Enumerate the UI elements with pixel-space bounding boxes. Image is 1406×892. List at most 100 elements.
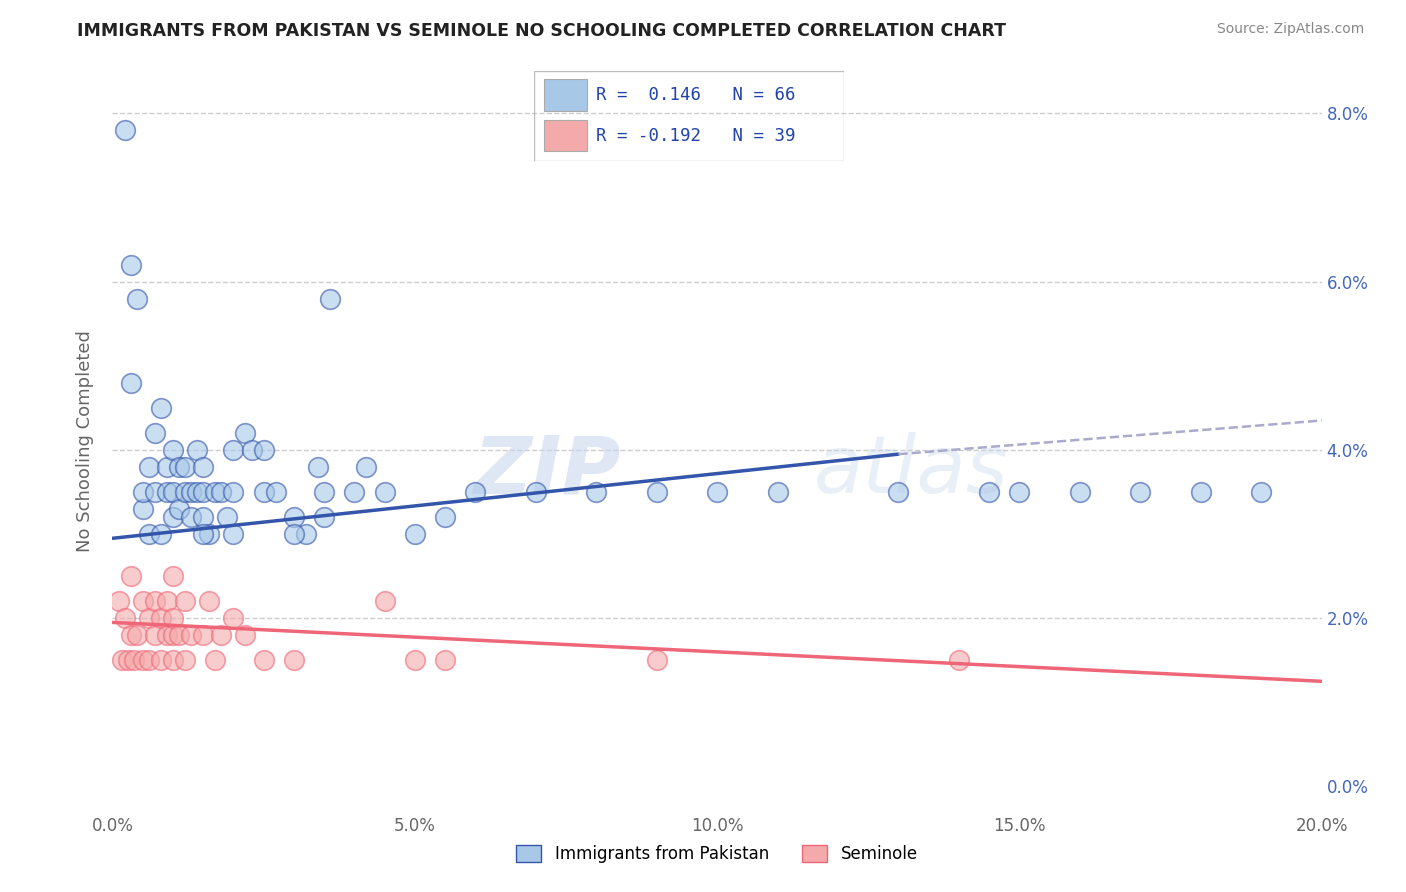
Text: R =  0.146   N = 66: R = 0.146 N = 66 (596, 87, 796, 104)
Point (356, 459, 378, 474)
Point (240, 442, 263, 457)
Text: atlas: atlas (814, 432, 1008, 510)
Point (162, 569, 184, 583)
Point (222, 442, 245, 457)
Point (162, 485, 184, 500)
Point (149, 611, 172, 625)
Point (253, 485, 276, 500)
Text: IMMIGRANTS FROM PAKISTAN VS SEMINOLE NO SCHOOLING COMPLETED CORRELATION CHART: IMMIGRANTS FROM PAKISTAN VS SEMINOLE NO … (77, 22, 1007, 40)
Point (162, 611, 184, 625)
Point (253, 442, 276, 457)
Point (180, 485, 202, 500)
Point (143, 426, 166, 441)
Point (374, 485, 396, 500)
Point (149, 401, 172, 415)
Point (138, 653, 160, 667)
Point (235, 628, 257, 642)
Point (186, 485, 208, 500)
Point (167, 628, 190, 642)
Point (174, 594, 197, 608)
Point (307, 459, 329, 474)
Point (209, 628, 232, 642)
Point (524, 485, 547, 500)
Point (585, 485, 607, 500)
Point (174, 653, 197, 667)
Point (143, 628, 166, 642)
Point (1189, 485, 1212, 500)
Point (149, 653, 172, 667)
Point (180, 628, 202, 642)
FancyBboxPatch shape (544, 79, 586, 111)
Point (162, 510, 184, 524)
Point (125, 292, 148, 306)
FancyBboxPatch shape (544, 120, 586, 151)
Point (120, 628, 142, 642)
Legend: Immigrants from Pakistan, Seminole: Immigrants from Pakistan, Seminole (510, 838, 924, 870)
Point (404, 653, 426, 667)
Point (204, 485, 226, 500)
Point (217, 510, 239, 524)
Point (167, 501, 190, 516)
Point (117, 653, 139, 667)
Point (198, 594, 221, 608)
Point (114, 123, 136, 137)
Point (191, 459, 215, 474)
Point (138, 611, 160, 625)
Point (948, 653, 970, 667)
Point (120, 376, 142, 390)
Point (706, 485, 728, 500)
Point (120, 258, 142, 272)
Point (464, 485, 486, 500)
Point (1069, 485, 1091, 500)
Point (1129, 485, 1152, 500)
Point (174, 459, 197, 474)
Point (110, 653, 132, 667)
Point (235, 426, 257, 441)
Point (191, 628, 215, 642)
Point (979, 485, 1001, 500)
Point (149, 527, 172, 541)
Point (156, 459, 179, 474)
Point (122, 653, 145, 667)
Point (156, 628, 179, 642)
Point (434, 653, 457, 667)
Point (162, 628, 184, 642)
Point (191, 510, 215, 524)
Point (132, 653, 155, 667)
Point (156, 485, 179, 500)
Point (222, 485, 245, 500)
Point (114, 611, 136, 625)
Point (1008, 485, 1031, 500)
Point (132, 501, 155, 516)
Point (174, 485, 197, 500)
Point (132, 594, 155, 608)
Point (186, 442, 208, 457)
Text: ZIP: ZIP (472, 432, 620, 510)
Point (314, 485, 336, 500)
Point (107, 594, 129, 608)
Point (191, 527, 215, 541)
Point (434, 510, 457, 524)
Point (1250, 485, 1272, 500)
Point (180, 510, 202, 524)
Point (222, 611, 245, 625)
Point (887, 485, 910, 500)
Text: Source: ZipAtlas.com: Source: ZipAtlas.com (1216, 22, 1364, 37)
Point (766, 485, 789, 500)
Point (204, 653, 226, 667)
Point (645, 653, 668, 667)
Point (143, 485, 166, 500)
Point (295, 527, 318, 541)
Point (283, 510, 305, 524)
Point (264, 485, 287, 500)
Point (314, 510, 336, 524)
Point (120, 569, 142, 583)
Point (319, 292, 342, 306)
Point (283, 653, 305, 667)
Point (162, 442, 184, 457)
Point (253, 653, 276, 667)
Point (132, 485, 155, 500)
Point (645, 485, 668, 500)
Point (374, 594, 396, 608)
Point (222, 527, 245, 541)
